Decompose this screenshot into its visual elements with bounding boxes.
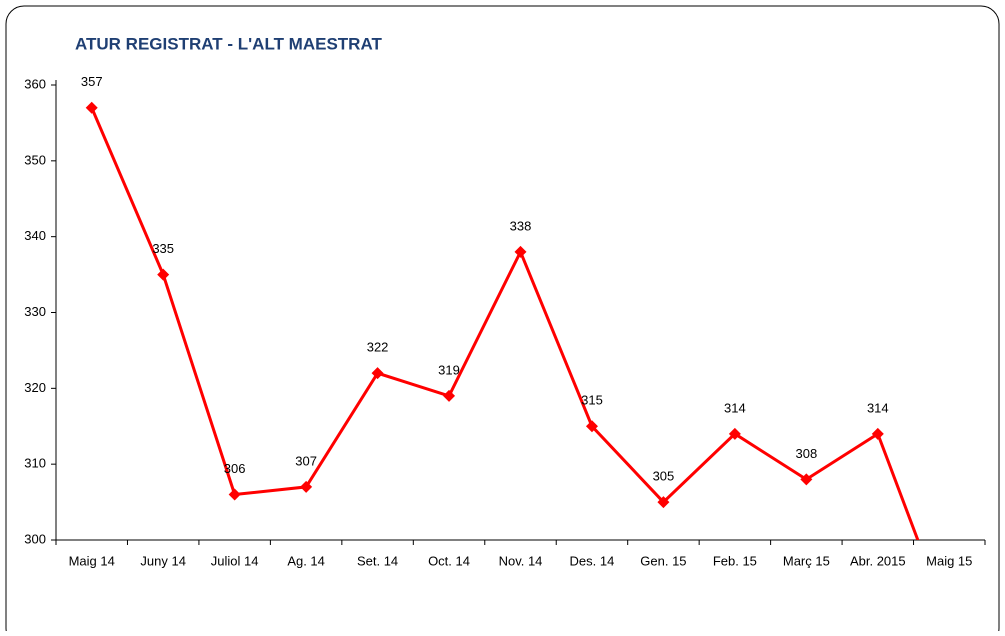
data-label: 335: [152, 241, 174, 256]
x-tick-label: Ag. 14: [287, 553, 325, 568]
x-tick-label: Feb. 15: [713, 553, 757, 568]
x-tick-label: Des. 14: [570, 553, 615, 568]
marker: [300, 480, 313, 493]
x-tick-label: Oct. 14: [428, 553, 470, 568]
data-label: 307: [295, 453, 317, 468]
data-label: 305: [653, 469, 675, 484]
data-label: 338: [510, 218, 532, 233]
x-tick-label: Juny 14: [140, 553, 186, 568]
x-tick-label: Set. 14: [357, 553, 398, 568]
data-label: 319: [438, 362, 460, 377]
y-tick-label: 330: [24, 304, 46, 319]
x-tick-label: Març 15: [783, 553, 830, 568]
chart-title: ATUR REGISTRAT - L'ALT MAESTRAT: [75, 34, 382, 53]
marker: [800, 473, 813, 486]
marker: [371, 367, 384, 380]
x-tick-label: Juliol 14: [211, 553, 259, 568]
marker: [585, 420, 598, 433]
data-label: 314: [867, 400, 889, 415]
marker: [728, 427, 741, 440]
x-tick-label: Abr. 2015: [850, 553, 906, 568]
data-label: 315: [581, 393, 603, 408]
data-label: 357: [81, 74, 103, 89]
y-tick-label: 350: [24, 152, 46, 167]
y-tick-label: 320: [24, 380, 46, 395]
y-tick-label: 300: [24, 531, 46, 546]
marker: [871, 427, 884, 440]
marker: [443, 389, 456, 402]
data-label: 322: [367, 340, 389, 355]
x-tick-label: Maig 15: [926, 553, 972, 568]
data-label: 314: [724, 400, 746, 415]
chart-frame: [5, 5, 1000, 636]
x-tick-label: Nov. 14: [499, 553, 543, 568]
x-tick-label: Gen. 15: [640, 553, 686, 568]
x-tick-label: Maig 14: [69, 553, 115, 568]
y-tick-label: 360: [24, 76, 46, 91]
marker: [85, 101, 98, 114]
y-tick-label: 310: [24, 456, 46, 471]
y-tick-label: 340: [24, 228, 46, 243]
data-label: 308: [795, 446, 817, 461]
marker: [657, 496, 670, 509]
marker: [228, 488, 241, 501]
marker: [514, 245, 527, 258]
marker: [157, 268, 170, 281]
data-label: 306: [224, 461, 246, 476]
